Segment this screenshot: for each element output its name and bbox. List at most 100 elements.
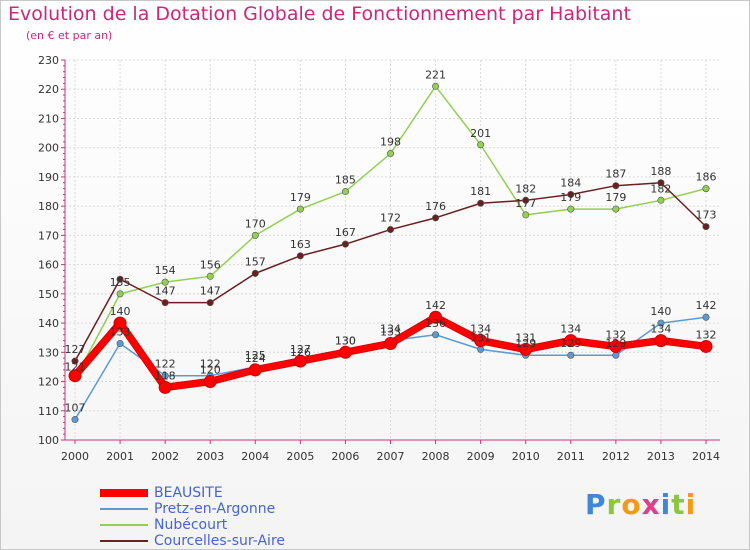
series-point <box>432 214 440 222</box>
series-point <box>657 319 665 327</box>
series-point <box>341 188 349 196</box>
legend-swatch <box>100 524 148 526</box>
y-tick-label: 110 <box>38 405 59 418</box>
data-label: 163 <box>290 238 311 251</box>
data-label: 131 <box>515 331 536 344</box>
series-point <box>702 313 710 321</box>
data-label: 132 <box>605 328 626 341</box>
y-tick-label: 220 <box>38 83 59 96</box>
data-label: 181 <box>470 185 491 198</box>
data-label: 147 <box>155 285 176 298</box>
series-point <box>116 275 124 283</box>
data-label: 130 <box>335 334 356 347</box>
data-label: 140 <box>110 305 131 318</box>
series-point <box>432 331 440 339</box>
series-point <box>612 351 620 359</box>
data-label: 129 <box>560 337 581 350</box>
chart-subtitle: (en € et par an) <box>26 29 113 42</box>
series-point <box>522 211 530 219</box>
series-point <box>519 342 533 356</box>
series-point <box>567 190 575 198</box>
y-tick-label: 150 <box>38 288 59 301</box>
data-label: 133 <box>380 326 401 339</box>
series-point <box>477 199 485 207</box>
legend-swatch <box>100 489 148 497</box>
y-tick-label: 210 <box>38 112 59 125</box>
x-axis-ticks: 2000 2001 2002 2003 2004 2005 2006 2007 2008 2009… <box>61 440 720 463</box>
series-point <box>522 196 530 204</box>
data-label: 147 <box>200 285 221 298</box>
logo-letter: x <box>641 488 661 521</box>
legend-label: Pretz-en-Argonne <box>154 501 276 517</box>
proxiti-logo: Proxiti <box>585 488 696 521</box>
series-point <box>474 334 488 348</box>
data-label: 179 <box>605 191 626 204</box>
y-tick-label: 120 <box>38 376 59 389</box>
data-label: 129 <box>605 337 626 350</box>
series-point <box>477 141 485 149</box>
data-label: 185 <box>335 174 356 187</box>
series-point <box>386 150 394 158</box>
data-label: 184 <box>560 176 581 189</box>
data-label: 121 <box>65 361 86 374</box>
series-point <box>248 363 262 377</box>
series-point <box>68 369 82 383</box>
logo-letter: i <box>660 488 672 521</box>
x-tick-label: 2001 <box>106 450 134 463</box>
series-point <box>206 272 214 280</box>
data-label: 127 <box>65 343 86 356</box>
series-point <box>386 226 394 234</box>
series-point <box>71 357 79 365</box>
legend-label: Nubécourt <box>154 517 228 533</box>
logo-letter: t <box>671 488 686 521</box>
series-point <box>161 299 169 307</box>
series-point <box>654 334 668 348</box>
logo-letter: i <box>685 488 697 521</box>
data-label: 142 <box>425 299 446 312</box>
data-label: 170 <box>245 217 266 230</box>
data-label: 134 <box>560 323 581 336</box>
x-tick-label: 2011 <box>557 450 585 463</box>
series-point <box>609 339 623 353</box>
data-label: 188 <box>650 165 671 178</box>
legend-swatch <box>100 540 148 542</box>
x-tick-label: 2012 <box>602 450 630 463</box>
series-point <box>477 345 485 353</box>
chart-title: Evolution de la Dotation Globale de Fonc… <box>8 3 631 25</box>
series-point <box>432 82 440 90</box>
series-group <box>68 82 713 424</box>
series-point <box>206 299 214 307</box>
x-tick-label: 2009 <box>467 450 495 463</box>
data-label: 176 <box>425 200 446 213</box>
x-tick-label: 2010 <box>512 450 540 463</box>
y-tick-label: 200 <box>38 142 59 155</box>
data-label: 186 <box>696 171 717 184</box>
y-tick-label: 130 <box>38 346 59 359</box>
series-point <box>161 372 169 380</box>
y-tick-label: 100 <box>38 434 59 447</box>
data-label: 122 <box>200 358 221 371</box>
series-point <box>567 205 575 213</box>
data-label: 129 <box>515 337 536 350</box>
x-tick-label: 2000 <box>61 450 89 463</box>
x-tick-label: 2008 <box>422 450 450 463</box>
logo-letter: r <box>606 488 622 521</box>
data-label: 118 <box>155 369 176 382</box>
y-tick-label: 180 <box>38 200 59 213</box>
axes <box>64 60 720 441</box>
data-label: 126 <box>290 346 311 359</box>
series-point <box>341 240 349 248</box>
data-label: 136 <box>425 317 446 330</box>
series-point <box>161 278 169 286</box>
data-label: 131 <box>470 331 491 344</box>
data-label: 127 <box>290 343 311 356</box>
data-label: 172 <box>380 212 401 225</box>
series-point <box>251 269 259 277</box>
x-tick-label: 2003 <box>196 450 224 463</box>
series-point <box>702 223 710 231</box>
series-point <box>158 380 172 394</box>
data-label: 167 <box>335 226 356 239</box>
y-axis-ticks: 100 110 120 130 140 150 160 170 180 190 200 210 220 2… <box>38 54 65 447</box>
data-label: 221 <box>425 68 446 81</box>
